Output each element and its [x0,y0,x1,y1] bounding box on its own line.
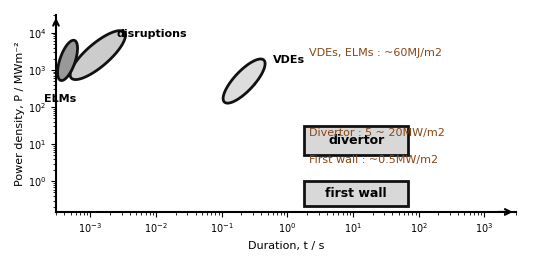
Text: Divertor : 5 ~ 20MW/m2: Divertor : 5 ~ 20MW/m2 [309,128,445,138]
Polygon shape [70,31,125,80]
Text: first wall: first wall [325,187,387,200]
Polygon shape [57,40,78,81]
Text: VDEs: VDEs [273,55,305,65]
Text: ELMs: ELMs [44,94,77,104]
Polygon shape [304,181,409,206]
Polygon shape [223,59,265,103]
X-axis label: Duration, t / s: Duration, t / s [248,241,324,251]
Y-axis label: Power density, P / MWm⁻²: Power density, P / MWm⁻² [15,41,25,186]
Text: disruptions: disruptions [117,30,187,39]
Text: VDEs, ELMs : ~60MJ/m2: VDEs, ELMs : ~60MJ/m2 [309,48,442,58]
Text: First wall : ~0.5MW/m2: First wall : ~0.5MW/m2 [309,155,438,165]
Polygon shape [304,126,409,155]
Text: divertor: divertor [328,134,385,147]
